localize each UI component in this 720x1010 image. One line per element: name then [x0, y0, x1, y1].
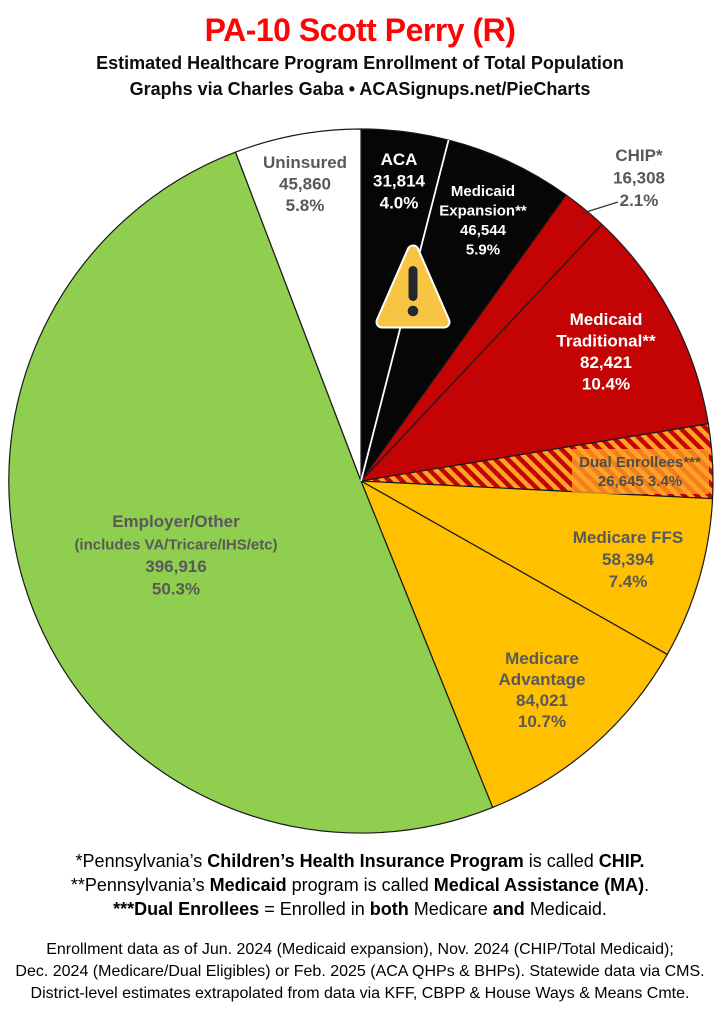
footnote-segment: both [369, 899, 409, 919]
slice-label-medicare-advantage: Medicare [505, 649, 579, 668]
slice-label-chip: 2.1% [620, 191, 659, 210]
slice-label-dual-enrollees: Dual Enrollees*** [579, 454, 701, 471]
slice-label-uninsured: 5.8% [286, 196, 325, 215]
slice-label-aca: 31,814 [373, 172, 426, 191]
slice-label-medicaid-traditional: Traditional** [556, 332, 656, 351]
slice-label-medicare-ffs: 58,394 [602, 550, 655, 569]
slice-label-medicaid-traditional: Medicaid [570, 310, 643, 329]
chip-leader-line [582, 201, 619, 214]
footnote-segment: Medicare [408, 899, 493, 919]
slice-label-aca: 4.0% [380, 193, 419, 212]
slice-label-employer-other-includes-va-tricare-ihs-etc: 50.3% [152, 580, 200, 599]
footnote-segment: program is called [286, 875, 434, 895]
slice-label-employer-other-includes-va-tricare-ihs-etc: Employer/Other [112, 512, 240, 531]
footnote-segment: = Enrolled in [259, 899, 370, 919]
chart-header: PA-10 Scott Perry (R) Estimated Healthca… [0, 0, 720, 102]
footnote-segment: CHIP. [598, 851, 645, 871]
slice-label-uninsured: Uninsured [263, 153, 347, 172]
footnotes: *Pennsylvania’s Children’s Health Insura… [0, 849, 720, 921]
slice-label-employer-other-includes-va-tricare-ihs-etc: (includes VA/Tricare/IHS/etc) [74, 537, 277, 554]
slice-label-medicaid-expansion: Medicaid [451, 183, 515, 200]
source-line: Dec. 2024 (Medicare/Dual Eligibles) or F… [15, 963, 705, 980]
footnote-line: **Pennsylvania’s Medicaid program is cal… [0, 873, 720, 897]
warning-icon-exclamation [408, 266, 418, 301]
pie-slice-employer-other-includes-va-tricare-ihs-etc [8, 151, 494, 834]
pie-slice-uninsured [234, 128, 362, 482]
footnote-segment: **Pennsylvania’s [70, 875, 210, 895]
pie-slice-medicaid-traditional [360, 223, 709, 482]
footnote-segment: Medical Assistance (MA) [433, 875, 645, 895]
chart-credit-line: Graphs via Charles Gaba • ACASignups.net… [129, 79, 591, 99]
chart-subtitle: Estimated Healthcare Program Enrollment … [96, 53, 624, 73]
slice-label-medicaid-traditional: 82,421 [580, 353, 632, 372]
source-line: District-level estimates extrapolated fr… [30, 985, 690, 1002]
slice-label-medicare-ffs: 7.4% [609, 572, 648, 591]
footnote-segment: ***Dual Enrollees [113, 899, 260, 919]
slice-label-medicaid-traditional: 10.4% [582, 375, 630, 394]
slice-label-aca: ACA [381, 150, 418, 169]
footnote-line: ***Dual Enrollees = Enrolled in both Med… [0, 897, 720, 921]
footnote-segment: Medicaid [209, 875, 287, 895]
slice-label-medicare-advantage: 10.7% [518, 712, 566, 731]
slice-label-uninsured: 45,860 [279, 175, 331, 194]
slice-label-medicaid-expansion: 5.9% [466, 242, 500, 259]
dual-enrollees-label-box [572, 449, 709, 494]
footnote-segment: Children’s Health Insurance Program [207, 851, 524, 871]
slice-label-employer-other-includes-va-tricare-ihs-etc: 396,916 [145, 557, 206, 576]
slice-label-chip: CHIP* [615, 146, 663, 165]
footnote-segment: and [492, 899, 525, 919]
slice-label-medicaid-expansion: Expansion** [439, 203, 527, 220]
source-note: Enrollment data as of Jun. 2024 (Medicai… [0, 939, 720, 1005]
pie-chart: ACA 31,814 4.0% Medicaid Expansion** 46,544 5.… [8, 128, 714, 834]
slice-label-medicare-advantage: Advantage [499, 670, 586, 689]
pie-slice-medicare-advantage [360, 480, 668, 809]
source-line: Enrollment data as of Jun. 2024 (Medicai… [46, 941, 674, 958]
footnote-line: *Pennsylvania’s Children’s Health Insura… [0, 849, 720, 873]
slice-label-chip: 16,308 [613, 169, 665, 188]
slice-label-medicare-advantage: 84,021 [516, 691, 568, 710]
page-title: PA-10 Scott Perry (R) [204, 12, 516, 48]
footnote-segment: . [644, 875, 650, 895]
pie-slice-medicaid-expansion [360, 139, 567, 482]
footnote-segment: is called [523, 851, 599, 871]
footnote-segment: *Pennsylvania’s [75, 851, 208, 871]
slice-label-dual-enrollees: 26,645 3.4% [598, 473, 682, 490]
slice-label-medicaid-expansion: 46,544 [460, 222, 507, 239]
pie-slice-medicare-ffs [360, 480, 714, 656]
footnote-segment: Medicaid. [524, 899, 607, 919]
slice-label-medicare-ffs: Medicare FFS [573, 528, 684, 547]
warning-icon-exclamation [407, 305, 419, 317]
